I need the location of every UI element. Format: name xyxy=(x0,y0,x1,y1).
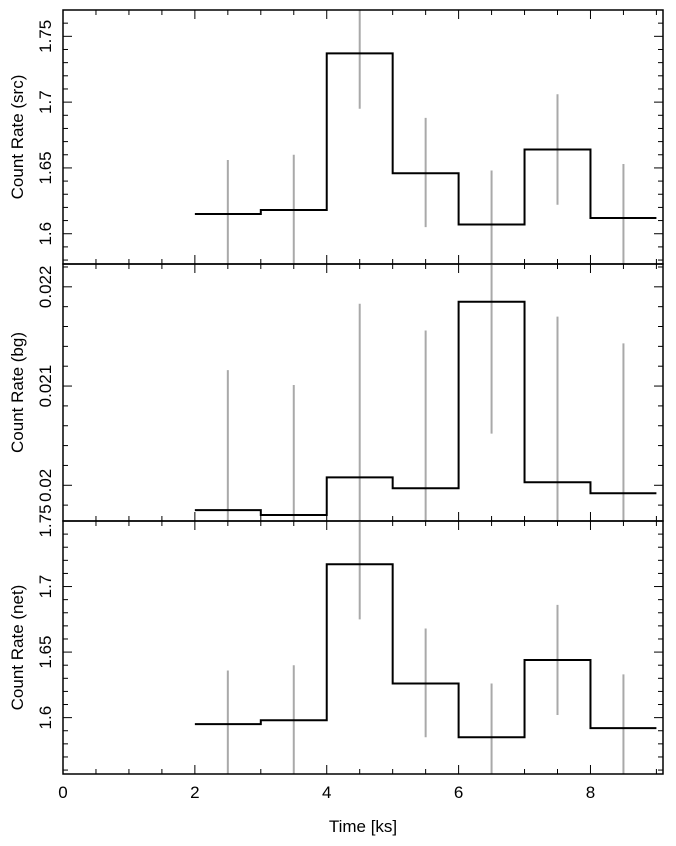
y-axis-label: Count Rate (src) xyxy=(8,75,27,200)
panel-frame xyxy=(62,520,664,775)
y-tick-label: 1.75 xyxy=(36,20,55,53)
x-tick-label: 2 xyxy=(190,783,199,802)
y-tick-label: 1.6 xyxy=(36,222,55,246)
x-tick-label: 8 xyxy=(586,783,595,802)
x-tick-label: 4 xyxy=(322,783,331,802)
y-axis-label: Count Rate (net) xyxy=(8,585,27,711)
y-tick-label: 1.6 xyxy=(36,706,55,730)
y-tick-label: 1.75 xyxy=(36,504,55,537)
y-tick-label: 0.021 xyxy=(36,365,55,408)
y-tick-label: 0.02 xyxy=(36,469,55,502)
step-series xyxy=(194,300,657,517)
y-tick-label: 1.65 xyxy=(36,636,55,669)
y-tick-label: 1.7 xyxy=(36,575,55,599)
step-series xyxy=(194,52,657,226)
step-series xyxy=(194,563,657,739)
x-tick-label: 0 xyxy=(58,783,67,802)
y-tick-label: 1.65 xyxy=(36,151,55,184)
panel-frame xyxy=(62,9,664,265)
x-tick-label: 6 xyxy=(454,783,463,802)
y-axis-label: Count Rate (bg) xyxy=(8,332,27,453)
y-tick-label: 0.022 xyxy=(36,266,55,309)
x-axis-label: Time [ks] xyxy=(329,817,397,836)
y-tick-label: 1.7 xyxy=(36,90,55,114)
